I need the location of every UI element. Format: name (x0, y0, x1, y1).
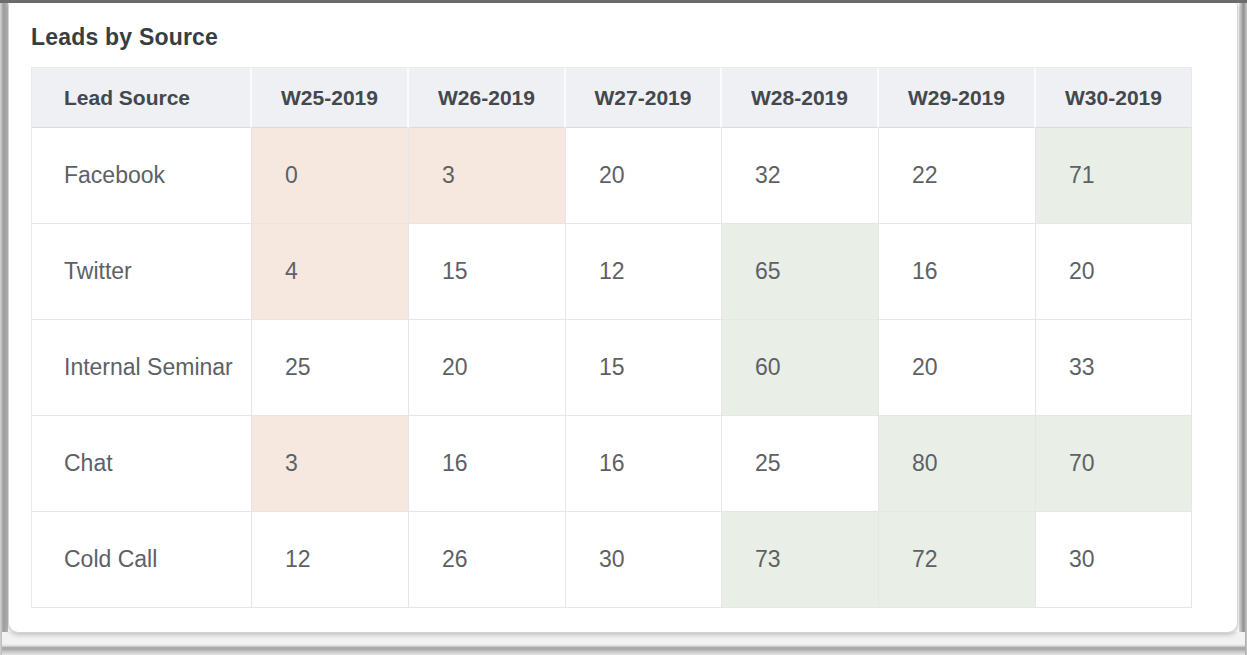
value-cell: 20 (879, 320, 1036, 416)
value-cell: 0 (252, 128, 409, 224)
value-cell: 15 (566, 320, 722, 416)
column-header-week: W25-2019 (252, 68, 409, 128)
row-label: Twitter (32, 224, 252, 320)
value-cell: 65 (722, 224, 879, 320)
value-cell: 15 (409, 224, 566, 320)
value-cell: 16 (566, 416, 722, 512)
value-cell: 32 (722, 128, 879, 224)
window-left-edge (0, 0, 8, 655)
value-cell: 25 (722, 416, 879, 512)
value-cell: 12 (566, 224, 722, 320)
value-cell: 22 (879, 128, 1036, 224)
value-cell: 20 (566, 128, 722, 224)
table-header-row: Lead SourceW25-2019W26-2019W27-2019W28-2… (32, 68, 1192, 128)
value-cell: 3 (409, 128, 566, 224)
column-header-lead-source: Lead Source (32, 68, 252, 128)
value-cell: 16 (409, 416, 566, 512)
window-right-edge (1239, 0, 1247, 655)
column-header-week: W30-2019 (1036, 68, 1192, 128)
table-row: Twitter41512651620 (32, 224, 1192, 320)
window-bottom-edge (2, 632, 1245, 655)
row-label: Cold Call (32, 512, 252, 608)
value-cell: 72 (879, 512, 1036, 608)
value-cell: 60 (722, 320, 879, 416)
column-header-week: W28-2019 (722, 68, 879, 128)
value-cell: 25 (252, 320, 409, 416)
value-cell: 33 (1036, 320, 1192, 416)
table-row: Facebook0320322271 (32, 128, 1192, 224)
value-cell: 20 (409, 320, 566, 416)
value-cell: 12 (252, 512, 409, 608)
value-cell: 73 (722, 512, 879, 608)
column-header-week: W27-2019 (566, 68, 722, 128)
table-row: Chat31616258070 (32, 416, 1192, 512)
row-label: Chat (32, 416, 252, 512)
value-cell: 80 (879, 416, 1036, 512)
value-cell: 30 (566, 512, 722, 608)
table-row: Cold Call122630737230 (32, 512, 1192, 608)
table-row: Internal Seminar252015602033 (32, 320, 1192, 416)
row-label: Facebook (32, 128, 252, 224)
dashboard-widget-screen: Leads by Source Lead SourceW25-2019W26-2… (0, 0, 1247, 655)
value-cell: 16 (879, 224, 1036, 320)
value-cell: 71 (1036, 128, 1192, 224)
widget-title: Leads by Source (31, 24, 1237, 51)
row-label: Internal Seminar (32, 320, 252, 416)
value-cell: 30 (1036, 512, 1192, 608)
value-cell: 3 (252, 416, 409, 512)
column-header-week: W29-2019 (879, 68, 1036, 128)
leads-by-source-table: Lead SourceW25-2019W26-2019W27-2019W28-2… (31, 67, 1192, 608)
value-cell: 4 (252, 224, 409, 320)
value-cell: 26 (409, 512, 566, 608)
value-cell: 70 (1036, 416, 1192, 512)
leads-by-source-widget: Leads by Source Lead SourceW25-2019W26-2… (8, 3, 1238, 633)
value-cell: 20 (1036, 224, 1192, 320)
column-header-week: W26-2019 (409, 68, 566, 128)
